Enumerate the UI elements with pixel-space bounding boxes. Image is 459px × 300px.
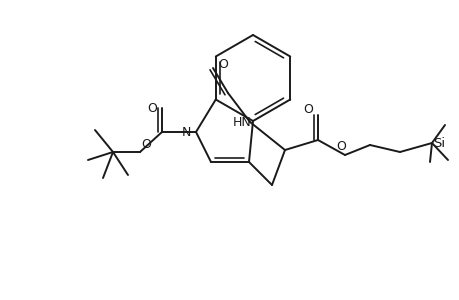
Text: O: O <box>302 103 312 116</box>
Text: O: O <box>147 101 157 115</box>
Text: HN: HN <box>232 116 251 128</box>
Text: O: O <box>218 58 228 70</box>
Text: N: N <box>181 125 190 139</box>
Text: O: O <box>141 137 151 151</box>
Text: O: O <box>336 140 345 152</box>
Text: Si: Si <box>432 136 444 149</box>
